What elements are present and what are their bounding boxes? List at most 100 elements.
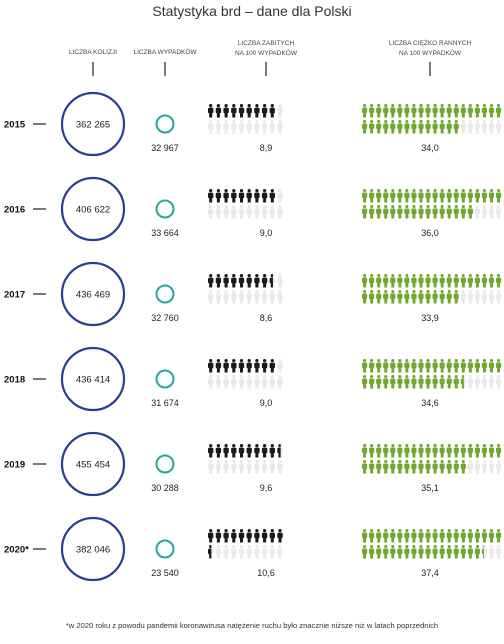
- injured-person-icon-filled: [390, 444, 396, 458]
- injured-person-icon-filled: [404, 104, 410, 118]
- killed-person-icon-filled: [215, 359, 222, 373]
- killed-person-icon-filled: [269, 529, 275, 543]
- injured-person-icon-filled: [446, 359, 452, 373]
- killed-person-icon-filled: [215, 444, 222, 458]
- injured-person-icon-filled: [418, 120, 424, 134]
- injured-person-icon-filled: [425, 120, 431, 134]
- injured-person-icon-filled: [411, 529, 417, 543]
- header-injured-line2: NA 100 WYPADKÓW: [399, 48, 462, 57]
- injured-icon-grid: [362, 359, 502, 389]
- killed-person-icon: [238, 460, 245, 474]
- year-label: 2017: [4, 290, 25, 301]
- injured-person-icon-filled: [397, 104, 403, 118]
- injured-person-icon-filled: [439, 120, 445, 134]
- killed-person-icon: [246, 460, 252, 474]
- injured-person-icon-filled: [404, 545, 410, 559]
- killed-person-icon: [261, 545, 268, 559]
- injured-person-icon-filled: [390, 274, 396, 288]
- collisions-value: 406 622: [76, 204, 110, 215]
- injured-person-icon-filled: [383, 290, 389, 304]
- killed-person-icon-filled: [223, 104, 229, 118]
- injured-person-icon-filled: [390, 375, 396, 389]
- accidents-value: 31 674: [151, 398, 179, 408]
- killed-person-icon: [238, 545, 245, 559]
- year-label: 2015: [4, 120, 26, 131]
- injured-person-icon-filled: [446, 104, 452, 118]
- year-row: 2019 455 454 30 288 9,6 35,1: [4, 431, 502, 497]
- injured-person-icon-filled: [362, 545, 368, 559]
- injured-person-icon: [495, 205, 502, 219]
- killed-person-icon: [261, 290, 268, 304]
- injured-person-icon-filled: [460, 444, 466, 458]
- killed-person-icon: [223, 460, 229, 474]
- injured-person-icon-filled: [376, 274, 382, 288]
- injured-person-icon-filled: [432, 274, 438, 288]
- killed-person-icon: [246, 205, 252, 219]
- killed-person-icon-filled: [231, 529, 237, 543]
- injured-person-icon-filled: [446, 274, 452, 288]
- injured-person-icon-filled: [446, 120, 452, 134]
- killed-icon-grid: [208, 104, 283, 134]
- injured-person-icon-filled: [488, 189, 495, 203]
- injured-person-icon-filled: [432, 529, 438, 543]
- killed-person-icon: [231, 375, 237, 389]
- injured-person-icon: [495, 290, 502, 304]
- injured-person-icon-filled: [439, 529, 445, 543]
- year-label: 2018: [4, 375, 25, 386]
- injured-person-icon-filled: [488, 104, 495, 118]
- killed-person-icon: [254, 205, 260, 219]
- killed-person-icon-filled: [246, 359, 252, 373]
- injured-icon-grid: [362, 189, 502, 219]
- injured-person-icon-filled: [376, 359, 382, 373]
- injured-person-icon-filled: [474, 545, 480, 559]
- injured-value: 34,0: [421, 143, 439, 153]
- injured-person-icon-filled: [460, 375, 464, 389]
- killed-person-icon-filled: [261, 444, 268, 458]
- killed-person-icon-filled: [254, 359, 260, 373]
- year-row: 2020* 382 046 23 540 10,6 37,4: [4, 516, 502, 582]
- injured-person-icon-filled: [446, 529, 452, 543]
- injured-person-icon: [481, 375, 488, 389]
- injured-person-icon-filled: [404, 529, 410, 543]
- injured-person-icon-filled: [418, 189, 424, 203]
- injured-person-icon-filled: [376, 529, 382, 543]
- column-headers: LICZBA KOLIZJI LICZBA WYPADKÓW LICZBA ZA…: [69, 38, 471, 76]
- killed-person-icon-filled: [208, 444, 214, 458]
- killed-person-icon: [208, 460, 214, 474]
- collisions-circle: [60, 261, 126, 327]
- injured-person-icon: [467, 290, 473, 304]
- injured-person-icon-filled: [411, 460, 417, 474]
- injured-person-icon-filled: [446, 205, 452, 219]
- injured-person-icon-filled: [481, 189, 488, 203]
- injured-person-icon-filled: [467, 464, 468, 469]
- killed-person-icon: [231, 120, 237, 134]
- injured-person-icon-filled: [467, 274, 473, 288]
- killed-person-icon-filled: [246, 444, 252, 458]
- injured-value: 34,6: [421, 398, 439, 408]
- injured-value: 33,9: [421, 313, 439, 323]
- killed-person-icon-filled: [254, 529, 260, 543]
- injured-person-icon-filled: [474, 189, 480, 203]
- injured-person-icon-filled: [390, 104, 396, 118]
- accidents-value: 32 760: [151, 313, 179, 323]
- killed-value: 10,6: [257, 568, 275, 578]
- injured-person-icon-filled: [425, 189, 431, 203]
- killed-person-icon: [223, 290, 229, 304]
- killed-person-icon-filled: [231, 444, 237, 458]
- injured-person-icon-filled: [460, 545, 466, 559]
- year-row: 2017 436 469 32 760 8,6 33,9: [4, 261, 502, 327]
- accidents-circle: [155, 369, 175, 389]
- killed-person-icon: [215, 290, 222, 304]
- killed-person-icon-filled: [215, 189, 222, 203]
- accidents-value: 32 967: [151, 143, 179, 153]
- page-title: Statystyka brd – dane dla Polski: [152, 3, 351, 19]
- injured-person-icon-filled: [397, 444, 403, 458]
- injured-person-icon: [474, 205, 480, 219]
- injured-person-icon-filled: [383, 205, 389, 219]
- killed-person-icon: [277, 375, 283, 389]
- injured-person-icon-filled: [460, 359, 466, 373]
- injured-person-icon-filled: [446, 189, 452, 203]
- injured-person-icon-filled: [446, 460, 452, 474]
- collisions-circle: [60, 346, 126, 412]
